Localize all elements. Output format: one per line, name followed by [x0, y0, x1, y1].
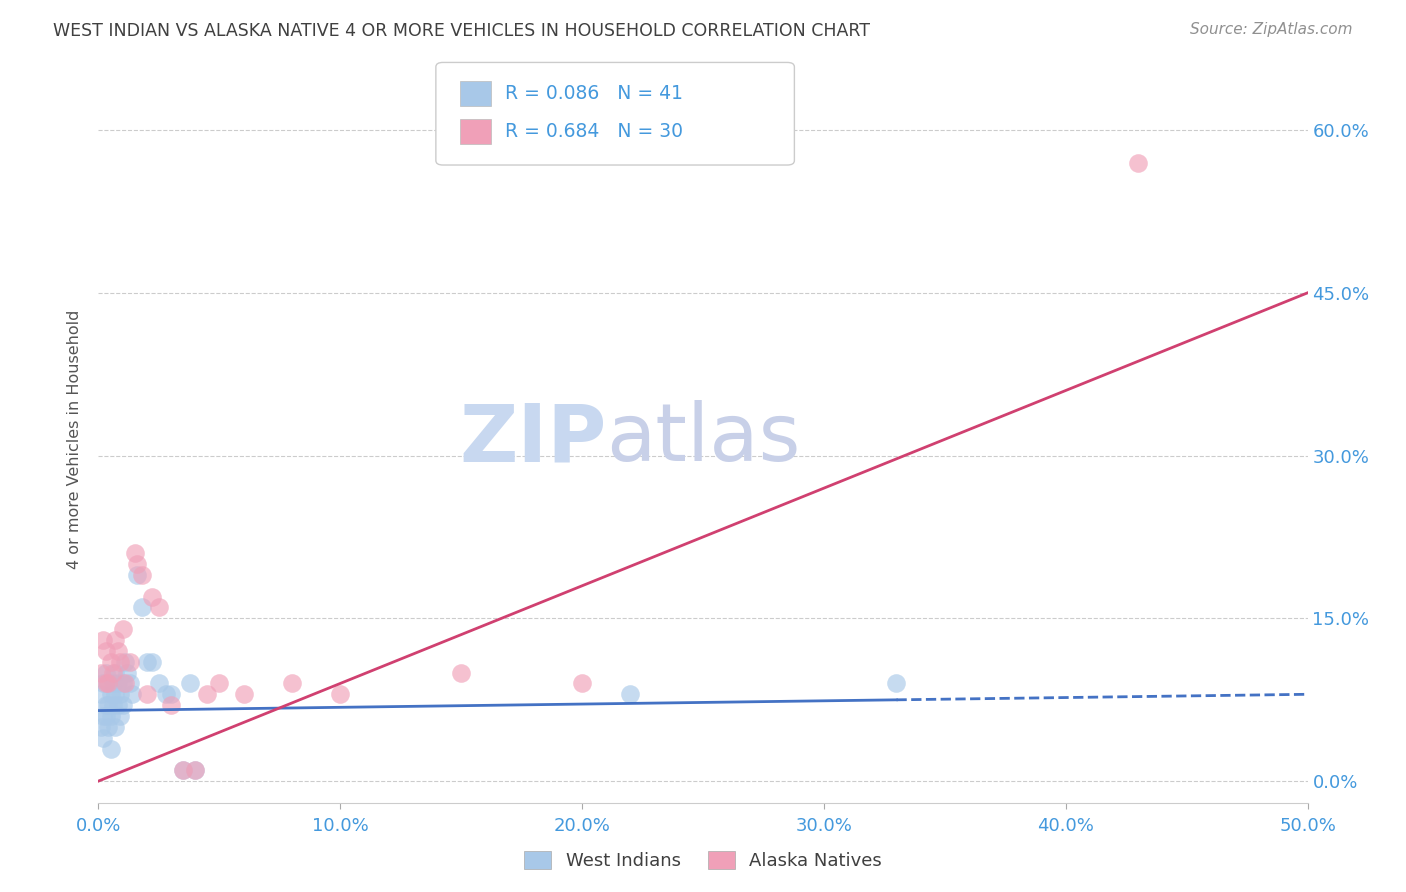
Point — [94, 665, 117, 680]
Point — [94, 698, 117, 713]
Point — [886, 676, 908, 690]
Point — [90, 687, 112, 701]
Point — [104, 665, 127, 680]
Point — [127, 557, 149, 571]
Point — [107, 676, 129, 690]
Point — [97, 720, 120, 734]
Point — [90, 720, 112, 734]
Point — [184, 764, 207, 778]
Point — [107, 698, 129, 713]
Point — [104, 687, 127, 701]
Point — [104, 633, 127, 648]
Point — [127, 568, 149, 582]
Point — [104, 720, 127, 734]
Point — [118, 676, 141, 690]
Point — [101, 676, 124, 690]
Point — [114, 676, 136, 690]
Point — [90, 665, 112, 680]
Point — [97, 676, 120, 690]
Point — [108, 655, 131, 669]
Legend: West Indians, Alaska Natives: West Indians, Alaska Natives — [517, 844, 889, 878]
Point — [100, 655, 122, 669]
Point — [141, 655, 163, 669]
Text: R = 0.086   N = 41: R = 0.086 N = 41 — [505, 84, 683, 103]
Point — [172, 764, 194, 778]
Point — [208, 676, 231, 690]
Point — [101, 698, 124, 713]
Point — [118, 655, 141, 669]
Point — [101, 665, 124, 680]
Point — [100, 741, 122, 756]
Point — [155, 687, 177, 701]
Point — [571, 676, 593, 690]
Point — [184, 764, 207, 778]
Point — [232, 687, 254, 701]
Point — [97, 698, 120, 713]
Text: WEST INDIAN VS ALASKA NATIVE 4 OR MORE VEHICLES IN HOUSEHOLD CORRELATION CHART: WEST INDIAN VS ALASKA NATIVE 4 OR MORE V… — [53, 22, 870, 40]
Point — [131, 600, 153, 615]
Point — [135, 687, 157, 701]
Point — [450, 665, 472, 680]
Point — [111, 622, 134, 636]
Point — [124, 546, 146, 560]
Point — [160, 698, 183, 713]
Point — [91, 676, 114, 690]
Point — [108, 687, 131, 701]
Point — [148, 600, 170, 615]
Point — [107, 644, 129, 658]
Point — [135, 655, 157, 669]
Point — [281, 676, 304, 690]
Point — [114, 655, 136, 669]
Point — [619, 687, 641, 701]
Point — [141, 590, 163, 604]
Point — [131, 568, 153, 582]
Point — [94, 644, 117, 658]
Text: atlas: atlas — [606, 401, 800, 478]
Point — [91, 731, 114, 745]
Point — [179, 676, 201, 690]
Text: R = 0.684   N = 30: R = 0.684 N = 30 — [505, 121, 683, 141]
Point — [94, 709, 117, 723]
Point — [160, 687, 183, 701]
Point — [91, 709, 114, 723]
Point — [94, 676, 117, 690]
Point — [111, 676, 134, 690]
Point — [117, 665, 139, 680]
Point — [100, 687, 122, 701]
Text: Source: ZipAtlas.com: Source: ZipAtlas.com — [1189, 22, 1353, 37]
Point — [91, 633, 114, 648]
Point — [111, 698, 134, 713]
Point — [100, 709, 122, 723]
Point — [172, 764, 194, 778]
Point — [97, 676, 120, 690]
Point — [329, 687, 352, 701]
Point — [108, 709, 131, 723]
Point — [121, 687, 143, 701]
Point — [1128, 155, 1150, 169]
Y-axis label: 4 or more Vehicles in Household: 4 or more Vehicles in Household — [67, 310, 83, 569]
Point — [148, 676, 170, 690]
Point — [195, 687, 218, 701]
Text: ZIP: ZIP — [458, 401, 606, 478]
